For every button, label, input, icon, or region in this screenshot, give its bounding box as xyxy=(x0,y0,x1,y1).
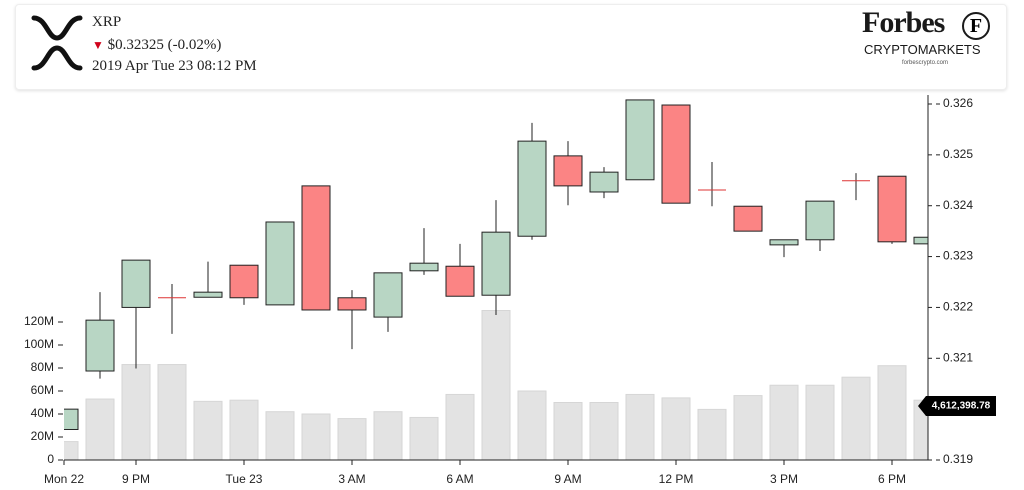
x-tick-label: Tue 23 xyxy=(226,472,263,486)
volume-bar xyxy=(409,416,439,461)
volume-bar xyxy=(913,399,928,461)
candle-body xyxy=(769,239,799,246)
candle-body xyxy=(373,272,403,318)
x-tick-label: 12 PM xyxy=(659,472,694,486)
y-tick-label: 0.319 xyxy=(943,452,973,466)
brand-icon: F xyxy=(962,12,990,40)
x-tick-label: 9 PM xyxy=(122,472,150,486)
header-card xyxy=(15,4,1007,90)
y-tick-label: 0.324 xyxy=(943,198,973,212)
symbol: XRP xyxy=(92,14,122,30)
volume-bar xyxy=(625,393,655,461)
y2-tick-label: 0 xyxy=(47,452,54,466)
candle-body xyxy=(661,104,691,204)
candle-body xyxy=(913,236,928,245)
candle-body xyxy=(805,200,835,241)
brand-sub: CRYPTOMARKETS xyxy=(864,42,981,57)
candle-body xyxy=(409,262,439,272)
candle-body xyxy=(553,155,583,187)
volume-bar xyxy=(877,365,907,461)
volume-bar xyxy=(229,399,259,461)
volume-badge-bg xyxy=(918,396,996,416)
volume-bar xyxy=(337,418,367,461)
y2-tick-label: 40M xyxy=(31,406,54,420)
x-tick-label: 3 PM xyxy=(770,472,798,486)
candle-body xyxy=(481,231,511,296)
volume-bar xyxy=(157,364,187,461)
candle-body xyxy=(517,140,547,237)
candle-body xyxy=(121,259,151,308)
volume-bar xyxy=(193,400,223,461)
volume-bar xyxy=(121,364,151,461)
y-tick-label: 0.323 xyxy=(943,249,973,263)
candle-body xyxy=(193,291,223,298)
candle-body xyxy=(337,297,367,311)
xrp-logo xyxy=(31,15,83,71)
volume-bar xyxy=(733,395,763,461)
candle-body xyxy=(229,264,259,299)
volume-bar xyxy=(445,393,475,461)
candle-body xyxy=(625,99,655,181)
x-tick-label: Mon 22 xyxy=(44,472,84,486)
brand-url: forbescrypto.com xyxy=(902,60,949,66)
down-arrow: ▼ xyxy=(92,38,104,52)
y2-tick-label: 100M xyxy=(24,337,54,351)
x-tick-label: 6 PM xyxy=(878,472,906,486)
volume-bar xyxy=(85,398,115,461)
y2-tick-label: 120M xyxy=(24,314,54,328)
y-tick-label: 0.326 xyxy=(943,96,973,110)
volume-bar xyxy=(697,408,727,461)
y2-tick-label: 80M xyxy=(31,360,54,374)
y2-tick-label: 20M xyxy=(31,429,54,443)
volume-bar xyxy=(589,402,619,461)
volume-bar xyxy=(517,390,547,461)
x-tick-label: 9 AM xyxy=(554,472,581,486)
candle-body xyxy=(64,408,79,430)
y-tick-label: 0.325 xyxy=(943,147,973,161)
volume-bar xyxy=(805,384,835,461)
plot-area xyxy=(64,99,928,461)
brand: Forbes xyxy=(862,6,945,39)
candle-body xyxy=(877,175,907,243)
y2-tick-label: 60M xyxy=(31,383,54,397)
y-tick-label: 0.321 xyxy=(943,350,973,364)
volume-bar xyxy=(373,411,403,461)
volume-bar xyxy=(481,310,511,461)
y-tick-label: 0.322 xyxy=(943,300,973,314)
candle-body xyxy=(265,221,295,306)
x-tick-label: 3 AM xyxy=(338,472,365,486)
x-tick-label: 6 AM xyxy=(446,472,473,486)
price: ▼ $0.32325 (-0.02%) xyxy=(92,37,221,54)
volume-bar xyxy=(769,384,799,461)
candle-body xyxy=(301,185,331,311)
candle-body xyxy=(589,171,619,193)
candle-body xyxy=(445,265,475,297)
candle-body xyxy=(85,319,115,372)
volume-bar xyxy=(301,413,331,461)
volume-badge: 4,612,398.78 xyxy=(932,401,991,412)
price-text: $0.32325 (-0.02%) xyxy=(107,37,222,53)
volume-bar xyxy=(841,376,871,461)
volume-bar xyxy=(553,402,583,461)
volume-bar xyxy=(265,411,295,461)
datetime: 2019 Apr Tue 23 08:12 PM xyxy=(92,58,257,74)
volume-bar xyxy=(661,397,691,461)
candle-body xyxy=(733,205,763,232)
volume-bar xyxy=(64,441,79,461)
